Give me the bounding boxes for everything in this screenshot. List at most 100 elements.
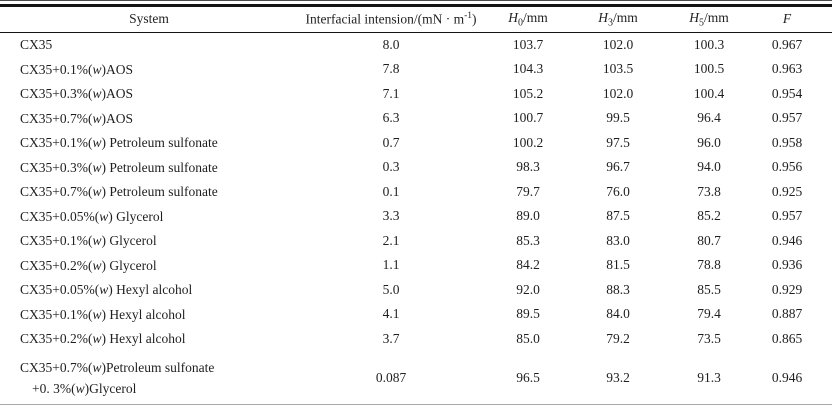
cell-f: 0.954 bbox=[771, 85, 803, 101]
cell-interfacial-tension: 7.1 bbox=[382, 85, 400, 101]
cell-h0: 98.3 bbox=[516, 159, 540, 175]
cell-h5: 79.4 bbox=[697, 306, 721, 322]
cell-h5: 96.4 bbox=[697, 110, 721, 126]
cell-system: CX35 bbox=[0, 32, 298, 57]
system-label: CX35+0.05%(w) Glycerol bbox=[20, 208, 164, 224]
cell-f: 0.946 bbox=[771, 369, 803, 385]
col-header-interfacial-tension: Interfacial intension/(mN · m-1) bbox=[298, 6, 484, 33]
system-label-line2: +0. 3%(w)Glycerol bbox=[32, 380, 137, 396]
table-row: CX35+0.1%(w) Petroleum sulfonate 0.7 100… bbox=[0, 131, 832, 156]
cell-f: 0.946 bbox=[771, 232, 803, 248]
cell-f: 0.958 bbox=[771, 134, 803, 150]
table-top-rule bbox=[0, 4, 832, 7]
cell-h0: 100.2 bbox=[512, 134, 544, 150]
cell-interfacial-tension: 3.3 bbox=[382, 208, 400, 224]
cell-h3: 96.7 bbox=[606, 159, 630, 175]
cell-system: CX35+0.1%(w)AOS bbox=[0, 57, 298, 82]
system-label: CX35+0.3%(w)AOS bbox=[20, 86, 134, 102]
system-label: CX35+0.1%(w) Hexyl alcohol bbox=[20, 306, 186, 322]
table-row: CX35+0.7%(w)AOS 6.3 100.7 99.5 96.4 0.95… bbox=[0, 106, 832, 131]
cell-h5: 85.2 bbox=[697, 208, 721, 224]
table-row: CX35+0.1%(w)AOS 7.8 104.3 103.5 100.5 0.… bbox=[0, 57, 832, 82]
cell-h5: 100.5 bbox=[693, 61, 725, 77]
cell-f: 0.865 bbox=[771, 330, 803, 346]
system-label: CX35 bbox=[20, 37, 53, 53]
cell-f: 0.967 bbox=[771, 36, 803, 52]
cell-h5: 91.3 bbox=[697, 369, 721, 385]
cell-interfacial-tension: 3.7 bbox=[382, 330, 400, 346]
cell-h3: 102.0 bbox=[602, 36, 634, 52]
cell-h3: 83.0 bbox=[606, 232, 630, 248]
cell-h5: 96.0 bbox=[697, 134, 721, 150]
cell-h3: 103.5 bbox=[602, 61, 634, 77]
col-header-h0: H0/mm bbox=[484, 6, 572, 33]
cell-h0: 104.3 bbox=[512, 61, 544, 77]
cell-h3: 88.3 bbox=[606, 281, 630, 297]
col-header-system: System bbox=[0, 6, 298, 33]
table-row: CX35+0.2%(w) Hexyl alcohol 3.7 85.0 79.2… bbox=[0, 327, 832, 352]
table-row: CX35+0.05%(w) Glycerol 3.3 89.0 87.5 85.… bbox=[0, 204, 832, 229]
cell-h0: 92.0 bbox=[516, 281, 540, 297]
cell-system: CX35+0.2%(w) Hexyl alcohol bbox=[0, 327, 298, 352]
system-label: CX35+0.2%(w) Hexyl alcohol bbox=[20, 331, 186, 347]
system-label: CX35+0.7%(w)AOS bbox=[20, 110, 134, 126]
table-row: CX35+0.3%(w) Petroleum sulfonate 0.3 98.… bbox=[0, 155, 832, 180]
cell-system: CX35+0.05%(w) Glycerol bbox=[0, 204, 298, 229]
cell-system: CX35+0.3%(w)AOS bbox=[0, 82, 298, 107]
system-label: CX35+0.1%(w) Glycerol bbox=[20, 233, 157, 249]
cell-h3: 97.5 bbox=[606, 134, 630, 150]
table-row: CX35+0.05%(w) Hexyl alcohol 5.0 92.0 88.… bbox=[0, 278, 832, 303]
cell-h3: 79.2 bbox=[606, 330, 630, 346]
cell-h3: 87.5 bbox=[606, 208, 630, 224]
cell-h5: 73.5 bbox=[697, 330, 721, 346]
cell-h3: 102.0 bbox=[602, 85, 634, 101]
cell-interfacial-tension: 4.1 bbox=[382, 306, 400, 322]
cell-h3: 99.5 bbox=[606, 110, 630, 126]
cell-h5: 100.4 bbox=[693, 85, 725, 101]
system-label: CX35+0.1%(w)AOS bbox=[20, 61, 134, 77]
table-row: CX35+0.1%(w) Glycerol 2.1 85.3 83.0 80.7… bbox=[0, 229, 832, 254]
table-row: CX35+0.1%(w) Hexyl alcohol 4.1 89.5 84.0… bbox=[0, 302, 832, 327]
cell-f: 0.925 bbox=[771, 183, 803, 199]
cell-interfacial-tension: 8.0 bbox=[382, 36, 400, 52]
cell-interfacial-tension: 0.3 bbox=[382, 159, 400, 175]
table-row: CX35+0.7%(w)Petroleum sulfonate +0. 3%(w… bbox=[0, 351, 832, 404]
cell-system: CX35+0.7%(w)AOS bbox=[0, 106, 298, 131]
cell-f: 0.887 bbox=[771, 306, 803, 322]
cell-interfacial-tension: 6.3 bbox=[382, 110, 400, 126]
cell-interfacial-tension: 0.1 bbox=[382, 183, 400, 199]
cell-h5: 73.8 bbox=[697, 183, 721, 199]
system-label: CX35+0.3%(w) Petroleum sulfonate bbox=[20, 159, 218, 175]
cell-h5: 80.7 bbox=[697, 232, 721, 248]
cell-h0: 89.0 bbox=[516, 208, 540, 224]
cell-h0: 100.7 bbox=[512, 110, 544, 126]
system-label: CX35+0.7%(w) Petroleum sulfonate bbox=[20, 184, 218, 200]
table-row: CX35+0.2%(w) Glycerol 1.1 84.2 81.5 78.8… bbox=[0, 253, 832, 278]
cell-system: CX35+0.1%(w) Glycerol bbox=[0, 229, 298, 254]
cell-h0: 89.5 bbox=[516, 306, 540, 322]
cell-interfacial-tension: 0.087 bbox=[375, 369, 407, 385]
cell-h0: 103.7 bbox=[512, 36, 544, 52]
cell-f: 0.929 bbox=[771, 281, 803, 297]
cell-h5: 94.0 bbox=[697, 159, 721, 175]
cell-interfacial-tension: 5.0 bbox=[382, 281, 400, 297]
table-header: System Interfacial intension/(mN · m-1) … bbox=[0, 6, 832, 33]
system-label: CX35+0.7%(w)Petroleum sulfonate bbox=[20, 359, 215, 375]
cell-system: CX35+0.2%(w) Glycerol bbox=[0, 253, 298, 278]
cell-h3: 84.0 bbox=[606, 306, 630, 322]
cell-f: 0.957 bbox=[771, 110, 803, 126]
cell-f: 0.957 bbox=[771, 208, 803, 224]
cell-system: CX35+0.05%(w) Hexyl alcohol bbox=[0, 278, 298, 303]
cell-h0: 96.5 bbox=[516, 369, 540, 385]
table-bottom-rule bbox=[0, 404, 832, 405]
cell-h3: 93.2 bbox=[606, 369, 630, 385]
header-row: System Interfacial intension/(mN · m-1) … bbox=[0, 6, 832, 33]
col-header-h5: H5/mm bbox=[664, 6, 754, 33]
table-row: CX35 8.0 103.7 102.0 100.3 0.967 bbox=[0, 32, 832, 57]
col-header-f: F bbox=[754, 6, 832, 33]
cell-h0: 79.7 bbox=[516, 183, 540, 199]
table-row: CX35+0.3%(w)AOS 7.1 105.2 102.0 100.4 0.… bbox=[0, 82, 832, 107]
cell-h5: 78.8 bbox=[697, 257, 721, 273]
col-header-h3: H3/mm bbox=[572, 6, 664, 33]
